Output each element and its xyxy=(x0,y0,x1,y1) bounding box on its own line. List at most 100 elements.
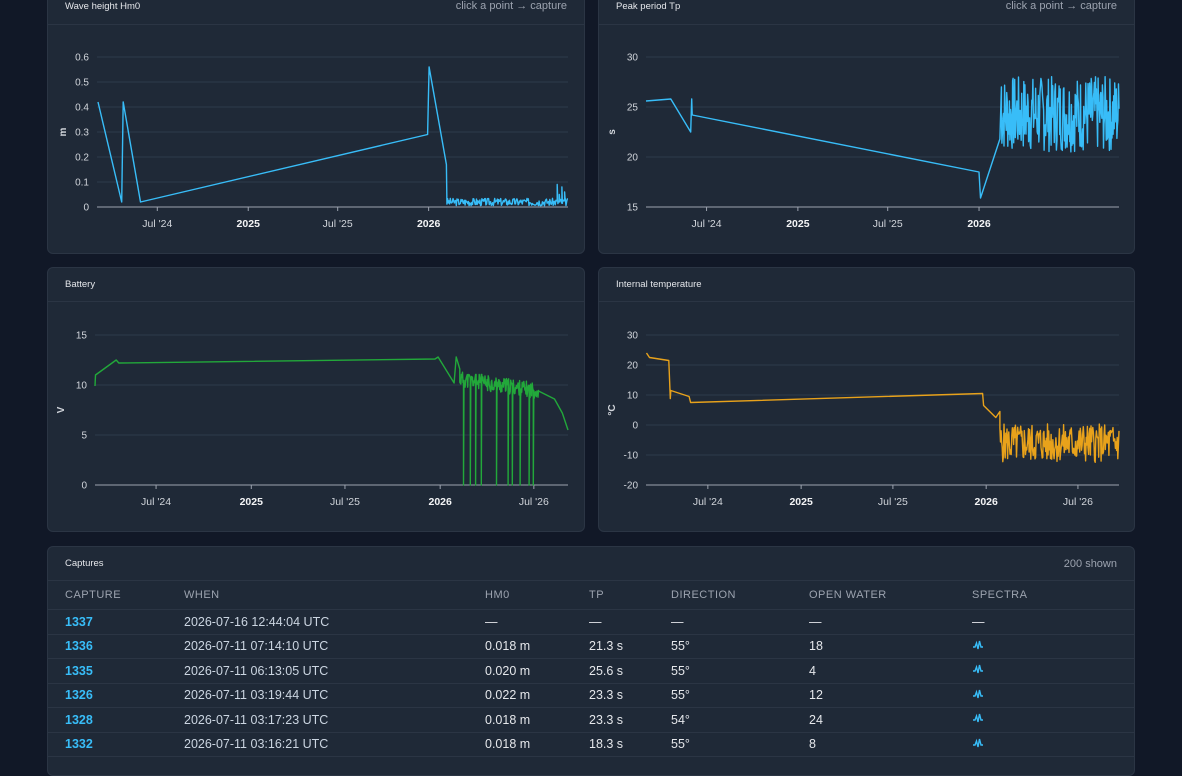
table-row[interactable]: 1326 2026-07-11 03:19:44 UTC 0.022 m 23.3 s… xyxy=(48,683,1134,708)
capture-id-cell: 1332 xyxy=(48,732,184,757)
spectra-cell xyxy=(972,683,1134,708)
column-header-direction[interactable]: DIRECTION xyxy=(671,581,809,610)
y-tick-label: 0.6 xyxy=(75,53,89,64)
open-water-cell: 12 xyxy=(809,683,972,708)
x-tick-label: Jul '25 xyxy=(330,496,360,508)
tp-cell: 23.3 s xyxy=(589,683,671,708)
table-row[interactable]: 1337 2026-07-16 12:44:04 UTC — — — — — xyxy=(48,609,1134,635)
x-tick-label: Jul '25 xyxy=(878,496,908,508)
timestamp-cell: 2026-07-11 07:14:10 UTC xyxy=(184,634,485,659)
open-water-cell: 4 xyxy=(809,658,972,684)
tp-cell: 21.3 s xyxy=(589,634,671,659)
x-tick-label: Jul '26 xyxy=(519,496,549,508)
open-water-cell: — xyxy=(809,609,972,635)
y-tick-label: 10 xyxy=(627,391,639,402)
y-tick-label: 25 xyxy=(627,103,639,114)
table-row[interactable]: 1336 2026-07-11 07:14:10 UTC 0.018 m 21.3 s… xyxy=(48,634,1134,659)
y-tick-label: 15 xyxy=(627,203,639,214)
table-row[interactable]: 1335 2026-07-11 06:13:05 UTC 0.020 m 25.6 s… xyxy=(48,658,1134,684)
spectra-icon[interactable] xyxy=(972,639,984,651)
x-tick-label: 2026 xyxy=(417,218,441,230)
open-water-cell: 24 xyxy=(809,707,972,733)
panel-header: Battery xyxy=(48,268,584,302)
x-tick-label: 2025 xyxy=(789,496,813,508)
timestamp-cell: 2026-07-11 03:19:44 UTC xyxy=(184,683,485,708)
capture-hint: click a point → capture xyxy=(1005,0,1117,12)
capture-id-cell: 1337 xyxy=(48,609,184,635)
capture-hint: click a point → capture xyxy=(455,0,567,12)
wave-height-panel: Wave height Hm0 click a point → capture … xyxy=(47,0,585,254)
capture-link[interactable]: 1328 xyxy=(65,712,93,727)
direction-cell: 55° xyxy=(671,683,809,708)
capture-id-cell: 1336 xyxy=(48,634,184,659)
series-line[interactable] xyxy=(645,76,1120,199)
capture-id-cell: 1335 xyxy=(48,658,184,684)
y-tick-label: 5 xyxy=(81,431,87,442)
spectra-icon[interactable] xyxy=(972,737,984,749)
table-row[interactable]: 1328 2026-07-11 03:17:23 UTC 0.018 m 23.3 s… xyxy=(48,707,1134,733)
y-tick-label: 30 xyxy=(627,331,639,342)
column-header-spectra[interactable]: SPECTRA xyxy=(972,581,1134,610)
y-tick-label: 30 xyxy=(627,53,639,64)
tp-cell: — xyxy=(589,609,671,635)
hm0-cell: — xyxy=(485,609,589,635)
column-header-tp[interactable]: TP xyxy=(589,581,671,610)
column-header-when[interactable]: WHEN xyxy=(184,581,485,610)
panel-title: Battery xyxy=(65,279,96,290)
y-tick-label: 0 xyxy=(81,481,87,492)
table-row[interactable]: 1332 2026-07-11 03:16:21 UTC 0.018 m 18.3 s… xyxy=(48,732,1134,757)
y-tick-label: 10 xyxy=(76,381,88,392)
spectra-cell: — xyxy=(972,609,1134,635)
direction-cell: 54° xyxy=(671,707,809,733)
battery-chart[interactable]: 0 5 10 15 V Jul '24 2025 Jul '25 2026 Jul '26 xyxy=(48,268,585,532)
hm0-cell: 0.018 m xyxy=(485,732,589,757)
x-tick-label: 2025 xyxy=(240,496,264,508)
y-tick-label: 0.2 xyxy=(75,153,89,164)
series-line[interactable] xyxy=(645,352,1120,463)
capture-id-cell: 1328 xyxy=(48,707,184,733)
hm0-cell: 0.020 m xyxy=(485,658,589,684)
x-tick-label: Jul '24 xyxy=(693,496,723,508)
capture-link[interactable]: 1336 xyxy=(65,639,93,654)
capture-link[interactable]: 1337 xyxy=(65,614,93,629)
spectra-cell xyxy=(972,658,1134,684)
panel-header: Internal temperature xyxy=(599,268,1134,302)
captures-table: CAPTURE WHEN HM0 TP DIRECTION OPEN WATER… xyxy=(48,581,1134,757)
table-header-row: CAPTURE WHEN HM0 TP DIRECTION OPEN WATER… xyxy=(48,581,1134,610)
hm0-cell: 0.022 m xyxy=(485,683,589,708)
y-tick-label: -20 xyxy=(624,481,639,492)
spectra-icon[interactable] xyxy=(972,663,984,675)
y-tick-label: 0.1 xyxy=(75,178,89,189)
y-axis-label: s xyxy=(607,129,618,135)
column-header-hm0[interactable]: HM0 xyxy=(485,581,589,610)
capture-link[interactable]: 1335 xyxy=(65,663,93,678)
x-tick-label: Jul '26 xyxy=(1063,496,1093,508)
tp-cell: 18.3 s xyxy=(589,732,671,757)
series-line[interactable] xyxy=(97,66,568,207)
column-header-open-water[interactable]: OPEN WATER xyxy=(809,581,972,610)
timestamp-cell: 2026-07-11 06:13:05 UTC xyxy=(184,658,485,684)
series-line[interactable] xyxy=(94,356,569,486)
capture-link[interactable]: 1332 xyxy=(65,737,93,752)
spectra-icon[interactable] xyxy=(972,688,984,700)
x-tick-label: Jul '24 xyxy=(141,496,171,508)
capture-link[interactable]: 1326 xyxy=(65,688,93,703)
hm0-cell: 0.018 m xyxy=(485,707,589,733)
captures-table-body: 1337 2026-07-16 12:44:04 UTC — — — — — 1336 2026… xyxy=(48,609,1134,757)
battery-panel: Battery 0 5 10 15 V Jul '24 2025 Jul '25 2026 Jul… xyxy=(47,267,585,532)
panel-title: Internal temperature xyxy=(616,279,702,290)
panel-header: Captures 200 shown xyxy=(48,547,1134,581)
y-tick-label: 0.3 xyxy=(75,128,89,139)
spectra-icon[interactable] xyxy=(972,712,984,724)
wave-height-chart[interactable]: 0 0.1 0.2 0.3 0.4 0.5 0.6 m Jul '24 2025 Jul '25 20… xyxy=(48,0,585,254)
temperature-chart[interactable]: -20 -10 0 10 20 30 °C Jul '24 2025 Jul '25 2026 Jul… xyxy=(599,268,1135,532)
panel-header: Wave height Hm0 click a point → capture xyxy=(48,0,584,25)
y-tick-label: 0.5 xyxy=(75,78,89,89)
y-tick-label: 15 xyxy=(76,331,88,342)
column-header-capture[interactable]: CAPTURE xyxy=(48,581,184,610)
peak-period-panel: Peak period Tp click a point → capture 1… xyxy=(598,0,1135,254)
y-tick-label: 20 xyxy=(627,361,639,372)
open-water-cell: 8 xyxy=(809,732,972,757)
y-tick-label: 0.4 xyxy=(75,103,89,114)
